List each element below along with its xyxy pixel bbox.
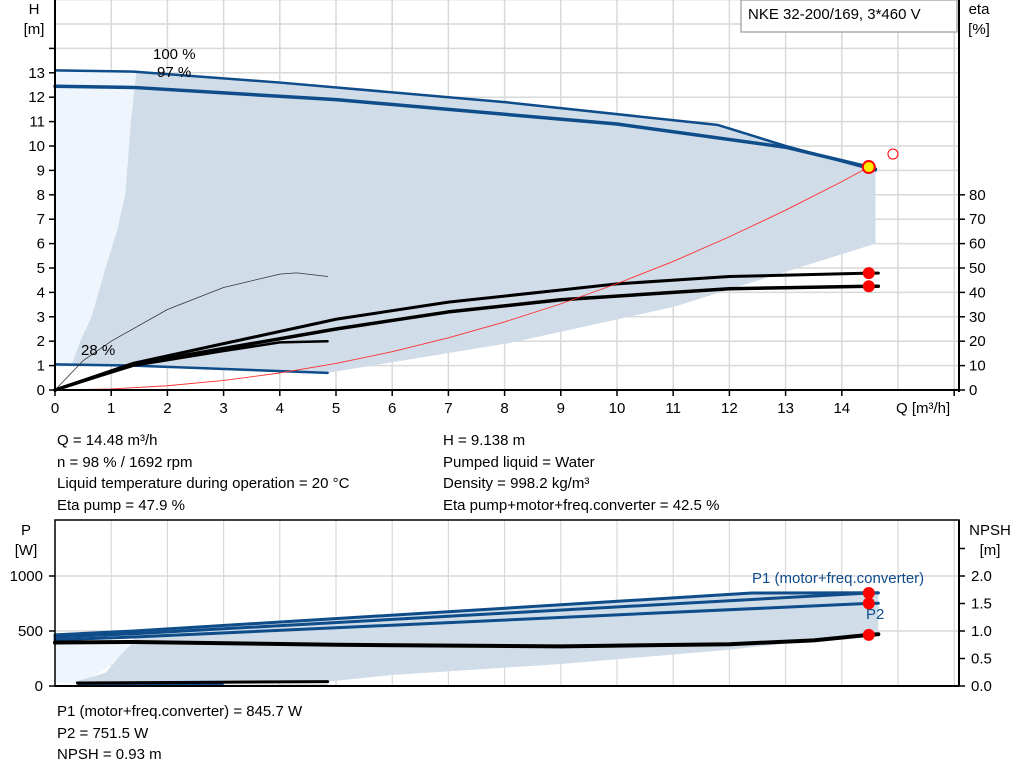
- operating-area: [71, 592, 879, 683]
- series-p-28: [75, 680, 330, 685]
- operating-area: [71, 71, 876, 373]
- y-tick-label-left: 13: [28, 65, 45, 82]
- p2-point-marker: [862, 597, 875, 610]
- x-axis-label: Q [m³/h]: [896, 400, 950, 417]
- x-tick-label: 3: [219, 400, 227, 417]
- y-tick-label-right: 1.0: [971, 623, 992, 640]
- info-eta-total: Eta pump+motor+freq.converter = 42.5 %: [443, 496, 720, 514]
- y-axis-unit-right: [%]: [968, 21, 990, 38]
- x-tick-label: 5: [332, 400, 340, 417]
- series-eta-total: [53, 284, 881, 392]
- y-axis-unit-right: [m]: [980, 542, 1001, 559]
- y-tick-label-left: 10: [28, 138, 45, 155]
- y-tick-label-right: 2.0: [971, 568, 992, 585]
- y-axis-label-left: P: [21, 522, 31, 539]
- info-liquid: Pumped liquid = Water: [443, 453, 595, 471]
- eta-pump-point-marker: [862, 267, 875, 280]
- info-right: H = 9.138 m Pumped liquid = Water Densit…: [443, 430, 719, 516]
- duty-point-marker: [861, 160, 876, 175]
- info-eta-pump: Eta pump = 47.9 %: [57, 496, 185, 514]
- annotation-p1: P1 (motor+freq.converter): [752, 570, 924, 587]
- open-point-marker: [887, 148, 899, 160]
- info-speed: n = 98 % / 1692 rpm: [57, 453, 193, 471]
- series-eta-pump: [53, 271, 880, 392]
- y-tick-label-left: 1000: [10, 568, 43, 585]
- y-tick-label-right: 10: [969, 358, 986, 375]
- y-tick-label-right: 0.0: [971, 678, 992, 695]
- y-tick-label-right: 0: [969, 382, 977, 399]
- x-tick-label: 9: [557, 400, 565, 417]
- info-density: Density = 998.2 kg/m³: [443, 475, 590, 492]
- y-tick-label-left: 3: [37, 309, 45, 326]
- x-tick-label: 7: [444, 400, 452, 417]
- y-tick-label-left: 4: [37, 284, 45, 301]
- legend-text: NKE 32-200/169, 3*460 V: [748, 6, 921, 23]
- series-system-curve: [54, 166, 870, 391]
- y-tick-label-left: 11: [29, 114, 45, 131]
- y-tick-label-left: 5: [37, 260, 45, 277]
- x-tick-label: 13: [777, 400, 794, 417]
- x-tick-label: 4: [276, 400, 284, 417]
- y-axis-label-left: H: [29, 1, 40, 18]
- series-eta-thin: [54, 272, 328, 391]
- info-bottom: P1 (motor+freq.converter) = 845.7 W P2 =…: [57, 701, 302, 766]
- y-axis-label-right: NPSH: [969, 522, 1011, 539]
- x-tick-label: 8: [500, 400, 508, 417]
- info-flow: Q = 14.48 m³/h: [57, 432, 158, 449]
- annotation-97: 97 %: [157, 64, 191, 81]
- y-tick-label-right: 0.5: [971, 651, 992, 668]
- y-tick-label-left: 0: [35, 678, 43, 695]
- y-tick-label-left: 12: [28, 89, 45, 106]
- y-tick-label-right: 30: [969, 309, 986, 326]
- y-tick-label-right: 20: [969, 333, 986, 350]
- y-tick-label-left: 6: [37, 236, 45, 253]
- y-tick-label-right: 1.5: [971, 596, 992, 613]
- low-flow-area: [55, 642, 134, 683]
- y-tick-label-left: 2: [37, 333, 45, 350]
- x-tick-label: 10: [609, 400, 626, 417]
- y-tick-label-right: 50: [969, 260, 986, 277]
- info-head: H = 9.138 m: [443, 432, 526, 449]
- x-tick-label: 12: [721, 400, 738, 417]
- p1-point-marker: [862, 586, 875, 599]
- low-flow-area: [55, 70, 137, 365]
- x-tick-label: 6: [388, 400, 396, 417]
- npsh-point-marker: [862, 628, 875, 641]
- annotation-28: 28 %: [81, 342, 115, 359]
- eta-total-point-marker: [862, 280, 875, 293]
- x-tick-label: 14: [833, 400, 850, 417]
- info-p1: P1 (motor+freq.converter) = 845.7 W: [57, 703, 303, 720]
- y-tick-label-left: 8: [37, 187, 45, 204]
- y-axis-label-right: eta: [969, 1, 991, 18]
- legend-box: [740, 0, 958, 33]
- x-tick-label: 2: [163, 400, 171, 417]
- annotation-p2: P2: [866, 606, 884, 623]
- y-tick-label-left: 500: [18, 623, 43, 640]
- info-temperature: Liquid temperature during operation = 20…: [57, 475, 350, 492]
- y-tick-label-left: 7: [37, 211, 45, 228]
- series-p1-100: [53, 591, 880, 637]
- info-left: Q = 14.48 m³/h n = 98 % / 1692 rpm Liqui…: [57, 430, 349, 516]
- x-tick-label: 11: [665, 400, 681, 417]
- y-axis-unit-left: [m]: [24, 21, 45, 38]
- series-eta-28: [53, 339, 329, 392]
- y-tick-label-right: 40: [969, 284, 986, 301]
- y-tick-label-right: 70: [969, 211, 986, 228]
- annotation-100: 100 %: [153, 46, 196, 63]
- info-p2: P2 = 751.5 W: [57, 724, 149, 742]
- x-tick-label: 1: [107, 400, 115, 417]
- y-tick-label-left: 0: [37, 382, 45, 399]
- y-tick-label-right: 60: [969, 236, 986, 253]
- x-tick-label: 0: [51, 400, 59, 417]
- y-axis-unit-left: [W]: [15, 542, 38, 559]
- info-npsh: NPSH = 0.93 m: [57, 746, 162, 763]
- y-tick-label-left: 1: [37, 358, 45, 375]
- series-npsh: [53, 632, 881, 649]
- y-tick-label-left: 9: [37, 162, 45, 179]
- y-tick-label-right: 80: [969, 187, 986, 204]
